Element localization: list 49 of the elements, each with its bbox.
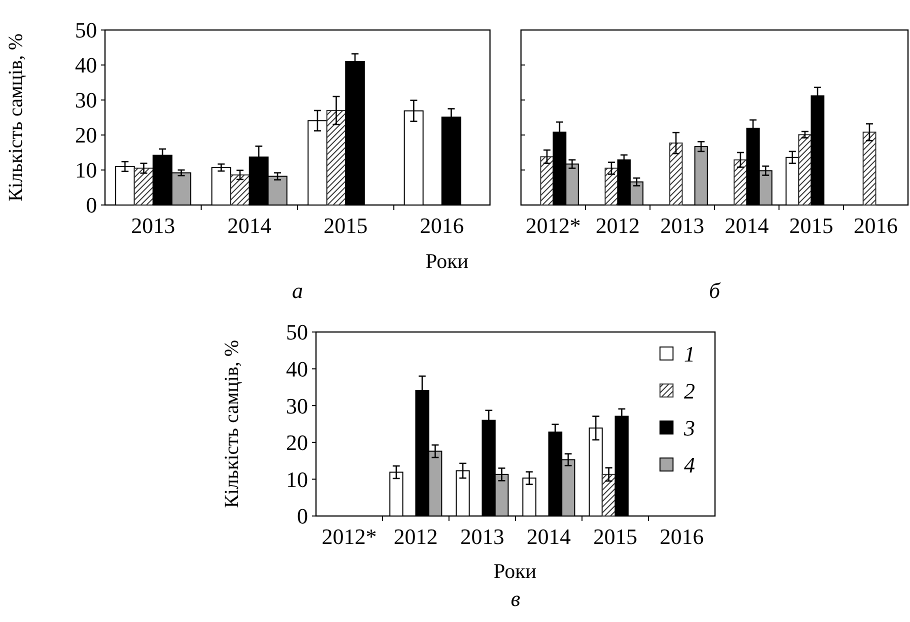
y-tick-label: 10 xyxy=(286,466,308,492)
bar xyxy=(134,168,154,206)
x-axis-title: Роки xyxy=(425,249,469,273)
y-tick-label: 30 xyxy=(286,393,308,418)
bar xyxy=(862,132,876,206)
x-tick-label: 2015 xyxy=(789,213,834,238)
bar xyxy=(669,142,683,206)
x-tick-label: 2012 xyxy=(596,213,640,238)
bar xyxy=(230,174,250,206)
x-axis-title: Роки xyxy=(493,559,537,583)
x-tick-label: 2014 xyxy=(227,213,272,238)
x-tick-label: 2015 xyxy=(593,524,638,549)
y-tick-label: 10 xyxy=(75,158,97,183)
x-tick-label: 2016 xyxy=(660,524,704,549)
y-tick-label: 40 xyxy=(75,52,97,78)
y-tick-label: 0 xyxy=(297,504,308,529)
x-tick-label: 2013 xyxy=(460,524,504,549)
text: а xyxy=(292,278,303,303)
x-tick-label: 2014 xyxy=(526,524,571,549)
x-tick-label: 2016 xyxy=(420,213,464,238)
text: в xyxy=(510,586,521,611)
y-tick-label: 20 xyxy=(286,430,308,456)
bar xyxy=(326,110,346,206)
legend-label: 3 xyxy=(683,416,695,441)
y-tick-label: 30 xyxy=(75,88,97,113)
y-tick-label: 50 xyxy=(75,18,97,43)
legend-label: 2 xyxy=(684,378,695,404)
bar xyxy=(798,134,812,206)
y-tick-label: 0 xyxy=(86,192,97,218)
y-tick-label: 20 xyxy=(75,122,97,148)
x-tick-label: 2015 xyxy=(324,213,368,238)
legend-label: 1 xyxy=(684,342,695,367)
y-axis-title: Кількість самців, % xyxy=(221,340,243,508)
text: б xyxy=(708,278,721,303)
x-tick-label: 2012* xyxy=(322,524,377,549)
bar xyxy=(604,168,618,206)
bar xyxy=(540,156,554,206)
x-tick-label: 2014 xyxy=(724,213,769,238)
y-tick-label: 40 xyxy=(286,356,308,382)
x-tick-label: 2012* xyxy=(526,213,581,238)
y-axis-title: Кількість самців, % xyxy=(5,33,27,202)
x-tick-label: 2013 xyxy=(660,213,704,238)
bar xyxy=(734,159,748,206)
x-tick-label: 2016 xyxy=(854,213,898,238)
y-tick-label: 50 xyxy=(286,320,308,345)
legend-label: 4 xyxy=(684,452,695,478)
x-tick-label: 2012 xyxy=(394,524,438,549)
x-tick-label: 2013 xyxy=(131,213,176,238)
bar xyxy=(602,474,616,516)
